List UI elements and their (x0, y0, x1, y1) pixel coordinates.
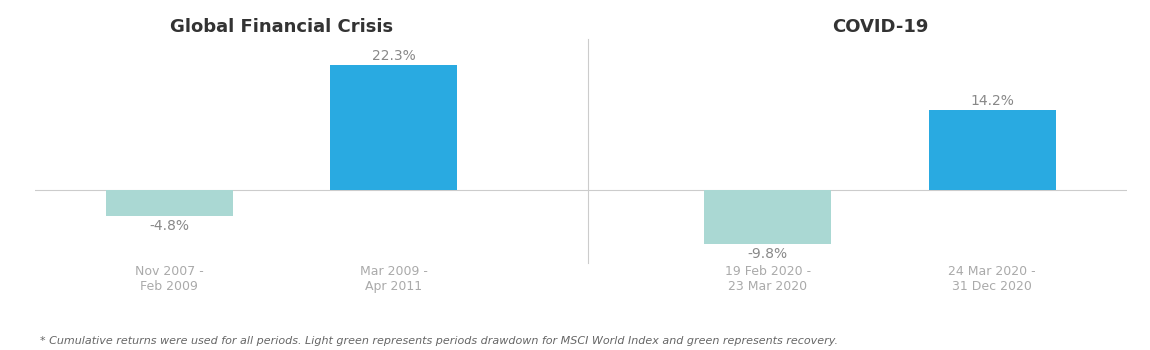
Text: -9.8%: -9.8% (748, 247, 788, 261)
Text: * Cumulative returns were used for all periods. Light green represents periods d: * Cumulative returns were used for all p… (40, 336, 838, 346)
Bar (929, 111, 1056, 190)
Bar (704, 190, 831, 244)
Bar (106, 190, 232, 216)
Text: -4.8%: -4.8% (150, 219, 190, 233)
Text: 19 Feb 2020 -
23 Mar 2020: 19 Feb 2020 - 23 Mar 2020 (724, 265, 811, 293)
Text: 14.2%: 14.2% (971, 94, 1014, 108)
Text: COVID-19: COVID-19 (831, 18, 928, 36)
Text: Global Financial Crisis: Global Financial Crisis (170, 18, 393, 36)
Bar (330, 65, 458, 190)
Text: 22.3%: 22.3% (371, 49, 415, 63)
Text: Mar 2009 -
Apr 2011: Mar 2009 - Apr 2011 (360, 265, 428, 293)
Text: Nov 2007 -
Feb 2009: Nov 2007 - Feb 2009 (135, 265, 204, 293)
Text: 24 Mar 2020 -
31 Dec 2020: 24 Mar 2020 - 31 Dec 2020 (949, 265, 1036, 293)
